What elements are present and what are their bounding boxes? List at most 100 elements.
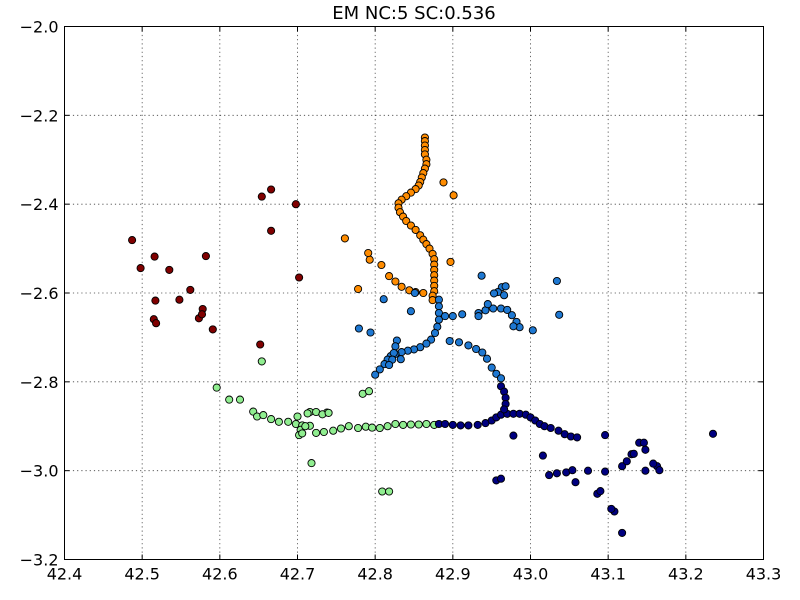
cluster-5-point bbox=[538, 451, 547, 460]
cluster-3-point bbox=[503, 305, 512, 314]
cluster-3-point bbox=[410, 288, 419, 298]
cluster-4-point bbox=[284, 417, 293, 426]
cluster-5-point bbox=[554, 426, 563, 435]
cluster-5-point bbox=[618, 462, 627, 471]
cluster-3-point bbox=[379, 295, 388, 304]
cluster-3-point bbox=[406, 307, 415, 316]
cluster-4-point bbox=[399, 420, 408, 429]
cluster-2-point bbox=[340, 234, 349, 243]
grid-lines bbox=[64, 26, 764, 560]
cluster-4-point bbox=[344, 422, 353, 431]
cluster-5-point bbox=[473, 420, 482, 429]
cluster-3-point bbox=[391, 342, 400, 351]
y-tick-label: −2.4 bbox=[20, 195, 59, 214]
cluster-5-point bbox=[509, 431, 518, 440]
cluster-4-point bbox=[301, 422, 310, 431]
cluster-1-point bbox=[128, 236, 137, 245]
cluster-1-point bbox=[267, 185, 276, 194]
cluster-4-point bbox=[391, 419, 400, 429]
cluster-2-point bbox=[411, 225, 420, 234]
cluster-5-point bbox=[596, 487, 605, 496]
cluster-2-point bbox=[439, 178, 448, 187]
cluster-2-point bbox=[377, 260, 386, 270]
cluster-1-point bbox=[152, 319, 161, 328]
cluster-1-point bbox=[197, 310, 207, 319]
cluster-4-point bbox=[298, 429, 307, 438]
cluster-4-point bbox=[274, 417, 283, 426]
cluster-5-point bbox=[546, 423, 555, 433]
cluster-3-point bbox=[477, 271, 486, 280]
cluster-5-point bbox=[464, 421, 473, 430]
x-tick-label: 43.3 bbox=[746, 565, 782, 584]
cluster-3-point bbox=[422, 339, 431, 348]
cluster-5-point bbox=[500, 405, 509, 414]
cluster-4-point bbox=[225, 395, 234, 404]
cluster-5-point bbox=[618, 528, 627, 537]
cluster-3-point bbox=[507, 311, 516, 320]
cluster-5-point bbox=[583, 466, 593, 475]
cluster-3-point bbox=[509, 322, 518, 331]
cluster-4-point bbox=[364, 387, 374, 396]
cluster-3-point bbox=[489, 304, 498, 313]
cluster-4-point bbox=[312, 428, 321, 437]
cluster-3-point bbox=[489, 289, 499, 298]
cluster-4-point bbox=[293, 412, 302, 421]
cluster-3-point bbox=[385, 360, 394, 370]
cluster-3-point bbox=[487, 363, 496, 372]
cluster-4-point bbox=[414, 420, 423, 429]
cluster-5-point bbox=[496, 474, 506, 483]
cluster-5-point bbox=[552, 469, 561, 478]
cluster-2-point bbox=[449, 191, 458, 200]
cluster-3-point bbox=[371, 370, 380, 379]
y-tick-label: −2.8 bbox=[20, 373, 59, 392]
cluster-3-point bbox=[528, 326, 537, 335]
cluster-1-point bbox=[165, 265, 174, 274]
cluster-3-point bbox=[501, 282, 510, 291]
cluster-3-point bbox=[474, 312, 483, 321]
cluster-1-point bbox=[267, 226, 276, 235]
cluster-3-point bbox=[441, 312, 450, 321]
cluster-3-point bbox=[448, 312, 457, 321]
cluster-4-point bbox=[422, 419, 431, 429]
cluster-1-point bbox=[136, 264, 145, 273]
cluster-1-point bbox=[175, 295, 184, 304]
cluster-4-point bbox=[267, 415, 276, 424]
y-tick-label: −3.2 bbox=[20, 551, 59, 570]
cluster-5-point bbox=[573, 433, 582, 442]
cluster-3-point bbox=[552, 276, 561, 286]
data-points bbox=[128, 133, 718, 537]
cluster-3-point bbox=[464, 341, 473, 350]
x-tick-label: 42.5 bbox=[124, 565, 160, 584]
cluster-5-point bbox=[441, 419, 450, 429]
cluster-3-point bbox=[354, 324, 363, 333]
x-tick-label: 42.7 bbox=[280, 565, 316, 584]
cluster-3-point bbox=[482, 354, 492, 363]
cluster-2-point bbox=[397, 282, 406, 291]
cluster-4-point bbox=[259, 411, 268, 420]
cluster-1-point bbox=[150, 252, 159, 261]
cluster-3-point bbox=[478, 348, 487, 357]
cluster-5-point bbox=[607, 504, 616, 513]
cluster-2-point bbox=[385, 272, 394, 281]
x-tick-label: 43.2 bbox=[668, 565, 704, 584]
cluster-3-point bbox=[430, 328, 440, 338]
x-tick-labels: 42.4 42.5 42.6 42.7 42.8 42.9 43.0 43.1 43.2 43.3 bbox=[47, 565, 782, 584]
cluster-1-point bbox=[208, 325, 217, 334]
cluster-2-point bbox=[391, 277, 400, 286]
cluster-3-point bbox=[458, 310, 467, 319]
cluster-3-point bbox=[496, 374, 506, 383]
y-tick-label: −2.2 bbox=[20, 106, 59, 125]
cluster-1-point bbox=[201, 252, 210, 261]
y-tick-label: −2.0 bbox=[20, 18, 59, 37]
x-tick-label: 42.6 bbox=[202, 565, 238, 584]
cluster-4-point bbox=[257, 357, 266, 366]
cluster-4-point bbox=[324, 408, 333, 417]
cluster-1-point bbox=[151, 296, 160, 305]
cluster-2-point bbox=[419, 288, 428, 298]
cluster-1-point bbox=[295, 273, 304, 282]
cluster-2-point bbox=[365, 255, 374, 264]
cluster-1-point bbox=[256, 340, 265, 349]
cluster-5-point bbox=[708, 429, 718, 438]
cluster-3-point bbox=[500, 291, 509, 300]
